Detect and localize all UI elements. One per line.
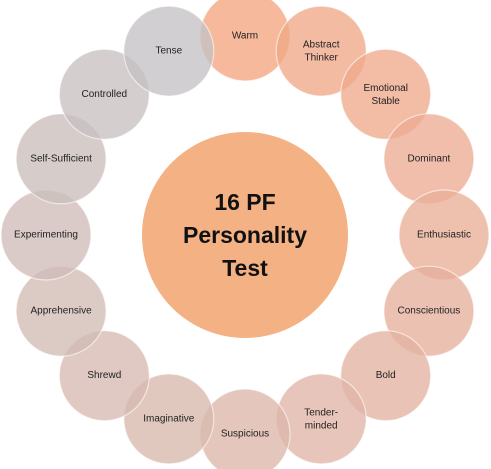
center-title-line-1: 16 PF xyxy=(214,189,275,215)
trait-circle xyxy=(15,113,107,205)
trait-label: Enthusiastic xyxy=(417,230,471,241)
trait-node: Shrewd xyxy=(58,330,150,422)
trait-circle xyxy=(123,5,215,97)
trait-circle xyxy=(340,48,432,140)
trait-label: Conscientious xyxy=(397,306,460,317)
trait-circle xyxy=(383,265,475,357)
trait-label: Warm xyxy=(232,31,258,42)
trait-circle xyxy=(58,330,150,422)
center-hub: 16 PF Personality Test xyxy=(142,132,348,338)
center-circle xyxy=(142,132,348,338)
trait-node: Bold xyxy=(340,330,432,422)
trait-node: Dominant xyxy=(383,113,475,205)
trait-circle xyxy=(123,373,215,465)
trait-node: Suspicious xyxy=(199,388,291,469)
trait-node: Emotional Stable xyxy=(340,48,432,140)
trait-label: Imaginative xyxy=(143,413,195,424)
trait-label: Apprehensive xyxy=(31,306,93,317)
trait-circle xyxy=(275,373,367,465)
trait-circle xyxy=(58,48,150,140)
trait-node: Enthusiastic xyxy=(398,189,490,281)
trait-label: Tender-minded xyxy=(304,407,338,431)
trait-label: Bold xyxy=(376,370,396,381)
trait-label-line: Stable xyxy=(372,95,401,106)
trait-label: Dominant xyxy=(407,153,450,164)
trait-circle xyxy=(340,330,432,422)
trait-label: Self-Sufficient xyxy=(30,153,92,164)
trait-label: Abstract Thinker xyxy=(303,39,340,63)
trait-label-line: Tender- xyxy=(304,407,338,418)
trait-label-line: Emotional xyxy=(363,82,407,93)
trait-label-line: Abstract xyxy=(303,39,340,50)
trait-label: Experimenting xyxy=(14,230,78,241)
trait-circle xyxy=(275,5,367,97)
center-title-line-3: Test xyxy=(222,255,268,281)
trait-node: Tense xyxy=(123,5,215,97)
trait-label: Suspicious xyxy=(221,429,269,440)
trait-label: Shrewd xyxy=(87,370,121,381)
trait-label-line: Thinker xyxy=(305,52,339,63)
trait-node: Conscientious xyxy=(383,265,475,357)
trait-label: Tense xyxy=(155,46,182,57)
trait-node: Warm xyxy=(199,0,291,82)
trait-node: Abstract Thinker xyxy=(275,5,367,97)
trait-node: Self-Sufficient xyxy=(15,113,107,205)
trait-node: Imaginative xyxy=(123,373,215,465)
trait-label: Controlled xyxy=(82,89,128,100)
center-title-line-2: Personality xyxy=(183,222,307,248)
trait-node: Tender-minded xyxy=(275,373,367,465)
trait-node: Experimenting xyxy=(0,189,92,281)
trait-label-line: minded xyxy=(305,420,338,431)
trait-node: Apprehensive xyxy=(15,265,107,357)
trait-label: Emotional Stable xyxy=(363,82,407,106)
trait-node: Controlled xyxy=(58,48,150,140)
